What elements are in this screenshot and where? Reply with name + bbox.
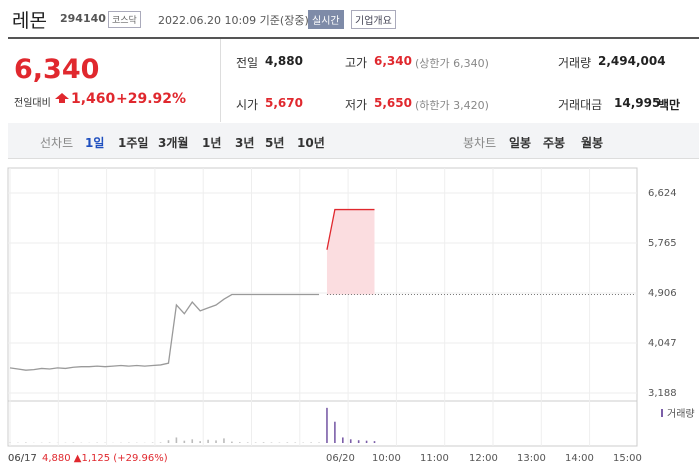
x-tick-label: 15:00	[613, 453, 642, 464]
candle-tab[interactable]: 월봉	[581, 136, 604, 150]
timestamp: 2022.06.20 10:09 기준(장중)	[158, 14, 309, 27]
volume-bar	[342, 437, 344, 443]
volume-bar	[159, 442, 162, 443]
volume-bar	[199, 441, 201, 443]
x-tick-label: 06/17	[8, 453, 37, 464]
volume-bar	[349, 439, 352, 443]
period-tab[interactable]: 3년	[235, 136, 255, 150]
volume-bar	[183, 440, 186, 443]
volume-bar	[207, 439, 209, 443]
volume-bar	[310, 442, 312, 443]
tab-bar	[8, 123, 699, 159]
stat-value: 5,670	[265, 96, 303, 110]
candle-chart-label: 봉차트	[463, 136, 497, 150]
stat-unit: 백만	[658, 98, 681, 112]
y-tick-label: 5,765	[648, 238, 677, 249]
volume-bar	[262, 442, 265, 443]
volume-bar	[357, 440, 360, 443]
volume-bar	[231, 441, 233, 443]
volume-bar	[286, 442, 289, 443]
volume-bar	[334, 421, 336, 443]
line-chart-label: 선차트	[40, 136, 74, 150]
period-tab[interactable]: 10년	[297, 136, 325, 150]
chart-frame	[7, 167, 638, 447]
stat-note: (상한가 6,340)	[415, 57, 489, 70]
volume-bar	[238, 442, 241, 443]
stat-label: 거래량	[558, 56, 592, 70]
x-tick-label: 14:00	[565, 453, 594, 464]
change: 1,460	[71, 91, 116, 107]
price-line	[326, 208, 375, 250]
volume-bar	[191, 439, 194, 443]
stat-value: 14,995	[614, 96, 661, 110]
cursor-value: 4,880 ▲1,125 (+29.96%)	[42, 453, 168, 464]
change-rate: +29.92%	[116, 91, 187, 107]
stat-value: 4,880	[265, 54, 303, 68]
volume-bar	[373, 441, 376, 443]
candle-tab[interactable]: 주봉	[543, 136, 566, 150]
stat-value: 5,650	[374, 96, 412, 110]
cursor-date: 06/17	[8, 453, 37, 464]
volume-bar	[326, 407, 328, 443]
volume-bar	[167, 440, 170, 443]
realtime-button[interactable]: 실시간	[308, 10, 344, 29]
volume-bar	[175, 437, 178, 443]
stat-label: 고가	[345, 56, 368, 70]
area	[326, 209, 375, 295]
y-tick-label: 6,624	[648, 188, 677, 199]
volume-bar	[246, 442, 249, 443]
stat-label: 전일	[236, 56, 259, 70]
stat-label: 시가	[236, 98, 259, 112]
volume-bar	[365, 440, 368, 443]
divider	[220, 39, 221, 122]
market-badge: 코스닥	[108, 11, 141, 28]
change-label: 전일대비	[14, 98, 51, 109]
y-tick-label: 4,906	[648, 288, 677, 299]
period-tab[interactable]: 1주일	[118, 136, 149, 150]
volume-bar	[215, 440, 217, 443]
y-tick-label: 4,047	[648, 338, 677, 349]
x-tick-label: 12:00	[469, 453, 498, 464]
stat-value: 6,340	[374, 54, 412, 68]
price: 6,340	[14, 54, 100, 85]
up-arrow	[55, 93, 69, 103]
period-tab[interactable]: 1년	[202, 136, 222, 150]
period-tab[interactable]: 5년	[265, 136, 285, 150]
x-tick-label: 11:00	[420, 453, 449, 464]
stat-label: 거래대금	[558, 98, 603, 112]
volume-legend-swatch	[661, 409, 663, 417]
stock-name: 레몬	[12, 10, 47, 32]
candle-tab[interactable]: 일봉	[509, 136, 532, 150]
period-tab[interactable]: 3개월	[158, 136, 189, 150]
x-tick-label: 13:00	[517, 453, 546, 464]
stat-note: (하한가 3,420)	[415, 99, 489, 112]
stat-value: 2,494,004	[598, 54, 666, 68]
x-tick-label: 06/20	[326, 453, 355, 464]
volume-legend: 거래량	[667, 408, 695, 420]
y-tick-label: 3,188	[648, 388, 677, 399]
stock-code: 294140	[60, 12, 106, 25]
volume-bar	[223, 438, 225, 443]
period-tab[interactable]: 1일	[85, 136, 105, 150]
company-info-button[interactable]: 기업개요	[351, 10, 396, 29]
price-line	[9, 293, 320, 371]
x-tick-label: 10:00	[372, 453, 401, 464]
stat-label: 저가	[345, 98, 368, 112]
